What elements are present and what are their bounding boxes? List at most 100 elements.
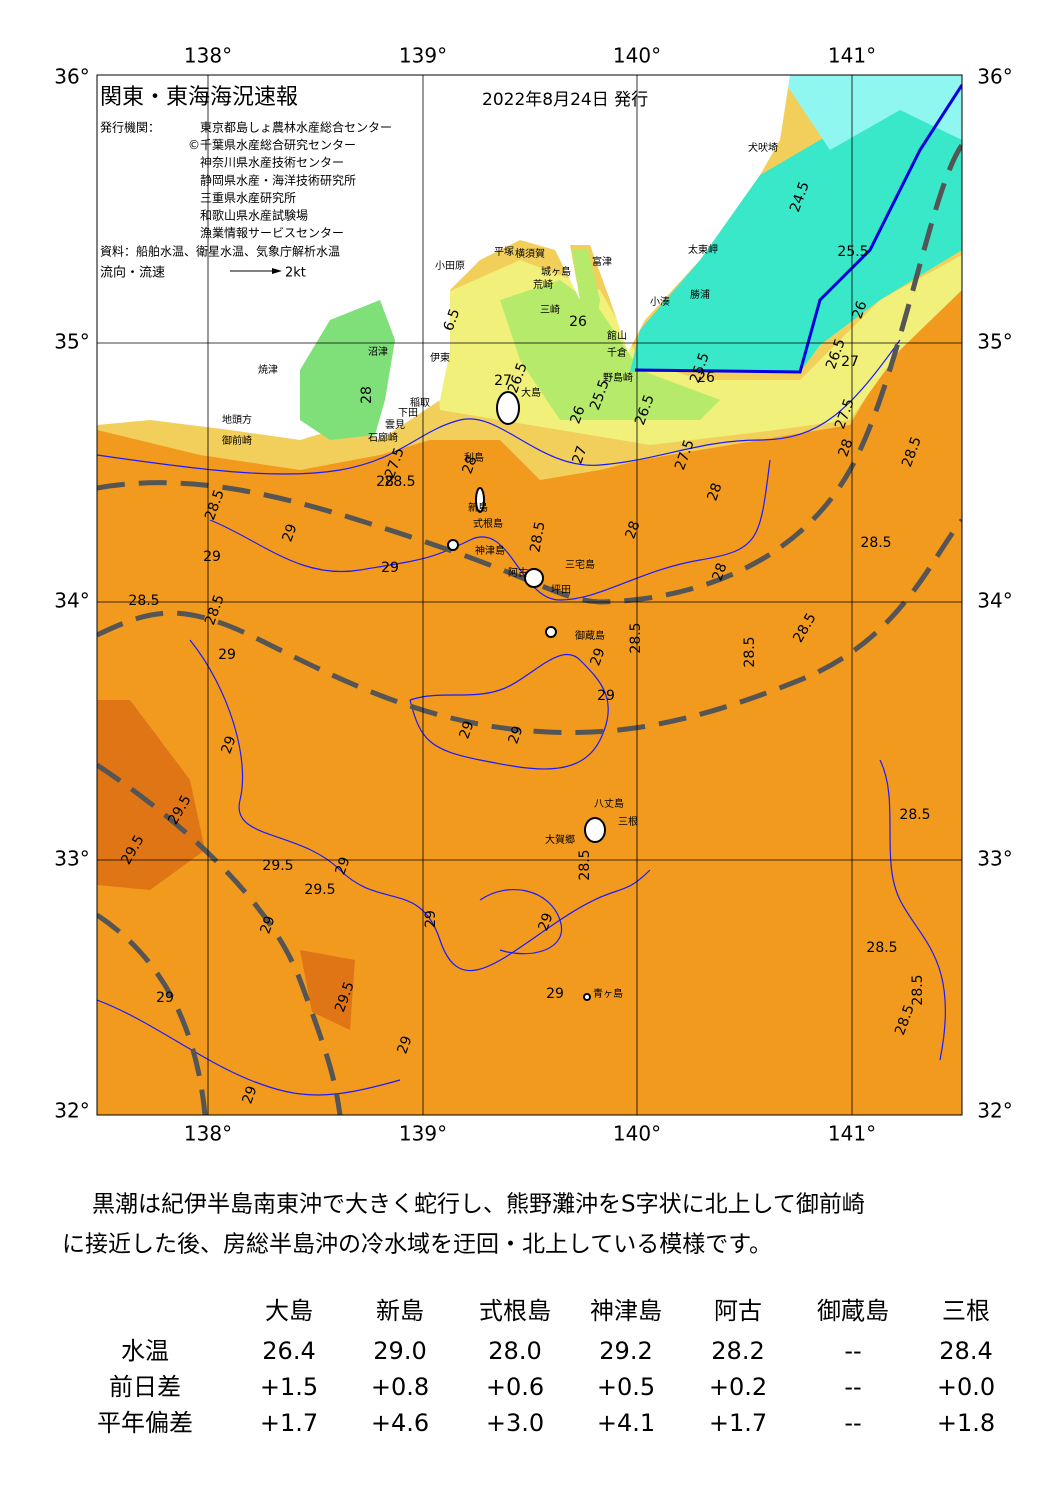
kuroshio-line: [97, 518, 962, 736]
contour-label: 28.5: [910, 974, 926, 1005]
islands: [447, 391, 606, 1001]
issuer: 東京都島しょ農林水産総合センター: [200, 120, 392, 135]
island: [447, 539, 459, 551]
contour-label: 28: [835, 437, 856, 459]
island: [545, 626, 557, 638]
lat-label: 35°: [977, 330, 1012, 354]
contour-label: 26: [567, 404, 588, 426]
place-name: 犬吠埼: [748, 141, 778, 154]
place-name: 三根: [618, 815, 638, 828]
place-name: 石廊崎: [368, 431, 398, 444]
island: [496, 391, 520, 425]
contour-label: 29: [257, 914, 278, 936]
table-cell: 29.0: [373, 1337, 426, 1365]
flow-legend: 流向・流速: [100, 265, 165, 281]
island: [584, 817, 606, 843]
contour-line: [879, 759, 946, 1061]
map: [97, 75, 962, 1115]
graticule: [97, 75, 962, 1115]
contour-label: 28.5: [577, 849, 593, 880]
contour-label: 28.5: [742, 636, 758, 667]
flow-unit: 2kt: [285, 266, 306, 281]
lat-label: 32°: [54, 1099, 89, 1123]
table-cell: 29.2: [599, 1337, 652, 1365]
contour-label: 28: [376, 474, 394, 490]
table-header: 三根: [942, 1297, 990, 1325]
place-name: 平塚: [494, 246, 514, 258]
table-cell: +3.0: [486, 1409, 544, 1437]
kuroshio-line: [97, 762, 343, 1115]
contour-label: 28.5: [866, 940, 897, 956]
map-frame: [96, 74, 963, 1116]
issuer: 静岡県水産・海洋技術研究所: [200, 172, 356, 187]
row-label: 前日差: [109, 1373, 181, 1401]
island: [524, 568, 544, 588]
lon-label: 141°: [828, 44, 876, 68]
contour-label: 28.5: [128, 593, 159, 609]
contour-label: 28.5: [527, 520, 548, 553]
place-name: 大島: [521, 386, 541, 399]
place-name: 荒崎: [533, 278, 553, 291]
contours: [97, 84, 962, 1096]
contour-label: 27: [841, 354, 859, 370]
table-header: 阿古: [714, 1297, 762, 1325]
contour-label: 29: [239, 1084, 260, 1106]
contour-label: 29: [381, 560, 399, 576]
contour-label: 29: [505, 724, 526, 746]
place-name: 青ヶ島: [593, 987, 623, 1000]
place-name: 勝浦: [690, 288, 710, 301]
contour-line: [189, 639, 651, 972]
contour-label: 29.5: [304, 882, 335, 898]
place-name: 大賀郷: [545, 833, 575, 846]
place-name: 城ヶ島: [541, 265, 571, 278]
kuroshio-line: [97, 912, 208, 1115]
place-name: 御蔵島: [575, 629, 605, 642]
place-name: 稲取: [410, 397, 430, 409]
contour-label: 28: [359, 386, 375, 404]
table-cell: --: [844, 1337, 861, 1365]
table-header: 神津島: [590, 1297, 662, 1325]
contour-label: 28: [622, 519, 643, 541]
contour-label: 29: [597, 688, 615, 704]
lon-label: 140°: [613, 44, 661, 68]
contour-label: 26: [849, 299, 870, 321]
table-cell: +1.7: [709, 1409, 767, 1437]
green-region: [500, 280, 720, 420]
contour-label: 27: [569, 444, 590, 466]
lon-label: 138°: [184, 44, 232, 68]
place-name: 館山: [607, 329, 627, 342]
contour-label: 29: [394, 1034, 415, 1056]
lat-label: 36°: [977, 65, 1012, 89]
place-name: 雲見: [385, 419, 405, 431]
place-name: 富津: [592, 255, 612, 268]
map-title: 関東・東海海況速報: [100, 85, 298, 110]
contour-label: 26: [697, 370, 715, 386]
place-name: 神津島: [475, 544, 505, 557]
contour-label: 29: [423, 910, 439, 928]
table-cell: +0.8: [371, 1373, 429, 1401]
contour-label: 29: [156, 990, 174, 1006]
table-header: 大島: [265, 1297, 313, 1325]
data-source: 資料：船舶水温、衛星水温、気象庁解析水温: [100, 244, 340, 259]
lon-label: 141°: [828, 1122, 876, 1146]
flow-arrowhead: [272, 268, 282, 274]
description: 黒潮は紀伊半島南東沖で大きく蛇行し、熊野灘沖をS字状に北上して御前崎: [92, 1192, 865, 1218]
contour-label: 28: [709, 561, 730, 583]
lat-label: 34°: [977, 589, 1012, 613]
cool-region: [630, 75, 962, 372]
table-cell: 26.4: [262, 1337, 315, 1365]
contour-label: 29: [546, 986, 564, 1002]
place-name: 阿古: [508, 566, 528, 579]
place-name: 御前崎: [222, 434, 252, 447]
lon-label: 139°: [399, 44, 447, 68]
place-name: 三宅島: [565, 558, 595, 571]
contour-label: 6.5: [441, 307, 464, 333]
land: [97, 75, 790, 440]
table-header: 新島: [376, 1297, 424, 1325]
contour-label: 29: [279, 522, 300, 544]
place-name: 沼津: [368, 345, 388, 358]
place-name: 下田: [398, 408, 418, 419]
table-cell: 28.0: [488, 1337, 541, 1365]
place-name: 太東岬: [688, 243, 718, 256]
